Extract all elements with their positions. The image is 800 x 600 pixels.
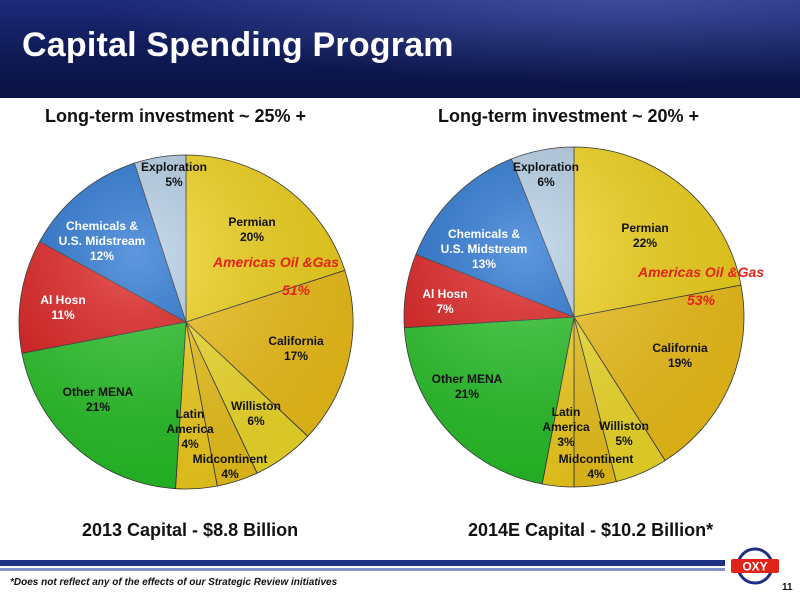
oxy-logo: OXY [731,547,779,585]
pie-label-exploration: Exploration 5% [141,160,207,189]
pie-label-other-mena: Other MENA 21% [63,385,134,414]
footnote: *Does not reflect any of the effects of … [10,577,338,588]
header-banner: Capital Spending Program [0,0,800,98]
pie-label-latin-america: Latin America 3% [542,405,590,449]
group-annotation-value: 51% [282,282,311,298]
pie-label-other-mena: Other MENA 21% [432,372,503,401]
pie-label-williston: Williston 5% [599,419,649,448]
pie-label-exploration: Exploration 6% [513,160,579,189]
pie-label-chemicals-u-s-midstream: Chemicals & U.S. Midstream 13% [441,227,528,271]
group-annotation-value: 53% [687,292,716,308]
page-title: Capital Spending Program [22,26,454,64]
pie-label-al-hosn: Al Hosn 7% [422,287,467,316]
pie-label-permian: Permian 22% [621,221,668,250]
pie-label-california: California 17% [268,334,324,363]
logo-text: OXY [742,560,767,574]
pie-label-permian: Permian 20% [228,215,275,244]
footer-divider [0,560,725,566]
page-number: 11 [782,582,793,593]
header-highlight [0,0,800,98]
pie-label-williston: Williston 6% [231,399,281,428]
group-annotation-label: Americas Oil &Gas [637,264,764,280]
chart-2013-title: Long-term investment ~ 25% + [45,106,307,126]
footer-divider-thin [0,568,725,571]
pie-label-chemicals-u-s-midstream: Chemicals & U.S. Midstream 12% [59,219,146,263]
pie-label-california: California 19% [652,341,708,370]
pie-label-al-hosn: Al Hosn 11% [40,293,85,322]
group-annotation-label: Americas Oil &Gas [212,254,339,270]
chart-2014-caption: 2014E Capital - $10.2 Billion* [468,520,714,540]
pie-label-latin-america: Latin America 4% [166,407,214,451]
pie-label-midcontinent: Midcontinent 4% [559,452,634,481]
pie-label-midcontinent: Midcontinent 4% [193,452,268,481]
chart-2014-title: Long-term investment ~ 20% + [438,106,700,126]
chart-2013-caption: 2013 Capital - $8.8 Billion [82,520,299,540]
